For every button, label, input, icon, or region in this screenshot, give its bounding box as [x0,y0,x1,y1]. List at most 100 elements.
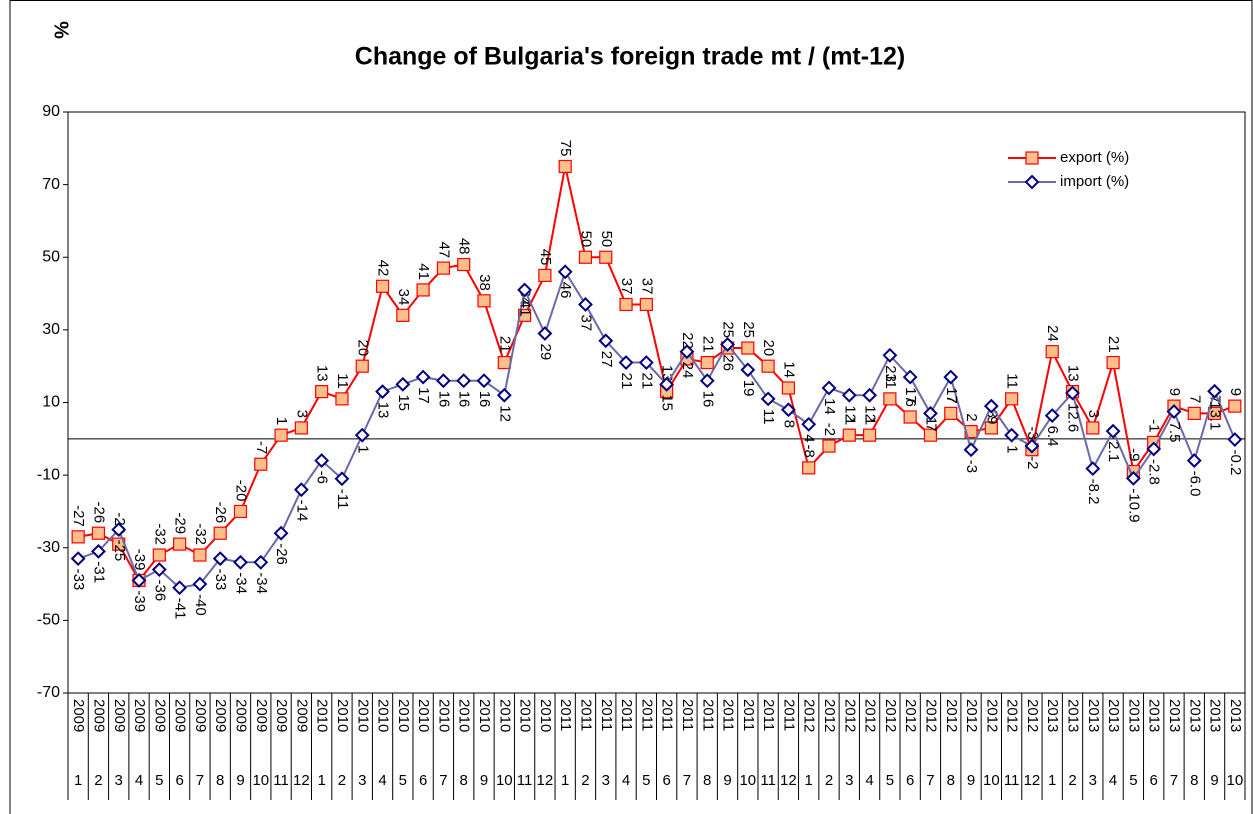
data-label: 50 [578,231,595,248]
data-point [923,428,938,442]
data-label: 9 [1227,388,1244,396]
data-point [1207,383,1222,399]
x-year-label: 2010 [517,699,534,732]
y-tick-label: -10 [37,466,60,483]
data-label: 1 [1004,445,1021,453]
x-year-label: 2010 [375,699,392,732]
x-tick-label: 7 [196,772,204,789]
data-point [1166,404,1182,419]
data-point [456,373,472,389]
x-year-label: 2012 [882,699,899,732]
data-label: -6.0 [1186,471,1203,497]
data-label: 14 [780,361,797,378]
data-point [842,428,856,442]
data-point [415,369,431,385]
x-year-label: 2011 [598,699,615,731]
x-year-label: 2012 [862,699,879,732]
data-label: -14 [293,500,310,522]
data-point [1005,392,1019,406]
data-label: -26 [90,502,107,524]
x-year-label: 2010 [435,699,452,732]
x-tick-label: 4 [1109,772,1117,789]
x-tick-label: 2 [338,772,346,789]
data-label: 11 [334,373,351,389]
data-point [193,548,207,562]
data-point [395,376,411,392]
data-label: 15 [659,394,676,411]
data-label: 41 [517,300,534,317]
data-point [598,333,614,349]
x-tick-label: 1 [1048,772,1056,789]
data-label: 23 [882,365,899,382]
x-tick-label: 1 [561,772,569,789]
x-tick-label: 11 [1004,772,1020,789]
data-label: 7 [922,423,939,431]
data-label: 14 [821,398,838,415]
x-year-label: 2011 [578,699,595,731]
x-year-label: 2012 [902,699,919,732]
data-point [151,562,167,577]
x-tick-label: 6 [1150,772,1158,789]
data-label: 17 [902,387,919,404]
data-label: -7 [253,441,270,454]
data-label: 21 [638,373,655,390]
data-point [578,297,593,312]
y-tick-label: 10 [42,394,60,411]
x-tick-label: 1 [74,772,82,789]
data-label: -3 [1024,426,1041,439]
x-tick-label: 11 [273,772,289,789]
data-label: 1 [922,417,939,425]
x-tick-label: 8 [216,772,224,789]
data-label: 12 [862,405,879,422]
data-point [1228,399,1242,413]
x-year-label: 2011 [638,699,655,731]
data-label: -29 [172,512,189,534]
x-tick-label: 1 [805,772,813,789]
x-year-label: 2012 [841,699,858,732]
data-label: 46 [557,282,574,299]
x-tick-label: 5 [155,772,163,789]
data-point [476,373,492,389]
data-point [1106,355,1120,370]
data-point [720,336,735,352]
data-label: 19 [740,380,757,397]
data-label: 29 [537,344,554,361]
data-point [821,380,837,396]
data-label: 21 [618,373,635,390]
data-point [1024,438,1040,454]
x-tick-label: 7 [683,772,691,789]
data-label: -2 [1024,456,1041,469]
x-year-label: 2010 [314,699,331,732]
data-label: 7 [943,395,960,403]
x-year-label: 2009 [111,699,128,732]
x-year-label: 2012 [801,699,818,732]
x-year-label: 2011 [740,699,757,731]
data-point [192,576,208,592]
data-point [355,359,369,373]
data-point [1146,441,1162,457]
data-point [172,580,188,596]
y-axis-label: % [50,21,72,39]
data-point [638,355,654,370]
x-year-label: 2010 [334,699,351,732]
x-year-label: 2010 [476,699,493,732]
data-point [274,428,288,442]
data-point [984,421,998,435]
data-point [1125,470,1141,486]
x-year-label: 2013 [1044,699,1061,732]
data-point [396,308,410,322]
x-year-label: 2012 [922,699,939,732]
data-point [862,428,877,442]
x-tick-label: 9 [723,772,731,789]
data-point [1085,461,1101,477]
data-label: 50 [598,231,615,248]
data-label: -33 [70,569,87,591]
data-label: 21 [1105,336,1122,353]
data-label: 24 [679,362,696,379]
data-label: -26 [212,502,229,524]
data-label: 37 [618,278,635,295]
data-label: 42 [375,260,392,277]
x-tick-label: 4 [135,772,143,789]
data-label: 21 [496,336,513,353]
data-point [1045,345,1059,359]
